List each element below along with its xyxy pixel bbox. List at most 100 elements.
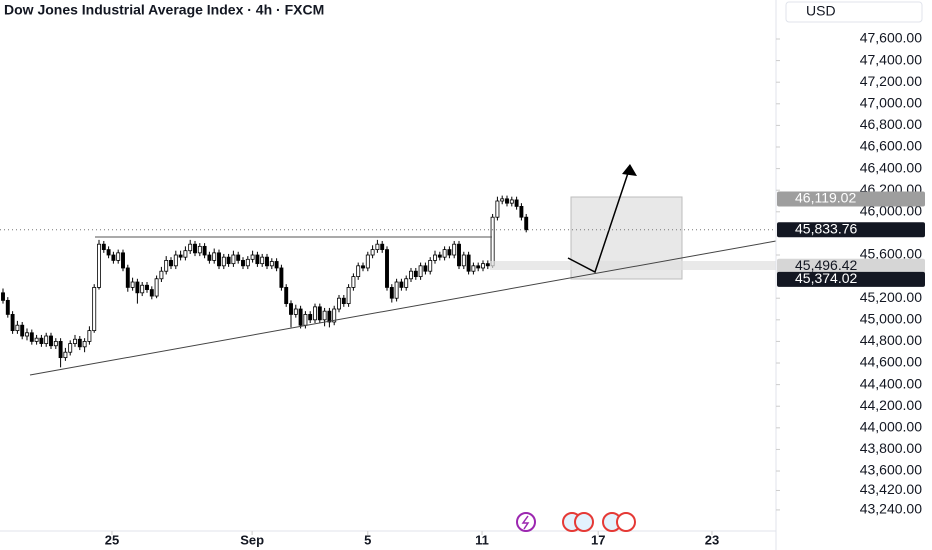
candle-body bbox=[332, 308, 337, 323]
candle-body bbox=[365, 254, 370, 269]
chart-title: Dow Jones Industrial Average Index · 4h … bbox=[4, 2, 324, 18]
candle-body bbox=[49, 335, 53, 347]
candle-body bbox=[433, 254, 437, 261]
candle-body bbox=[356, 265, 361, 278]
candle-body bbox=[77, 338, 82, 348]
candle-body bbox=[68, 343, 73, 353]
candle-body bbox=[308, 314, 313, 321]
candle-body bbox=[274, 261, 279, 269]
candle-body bbox=[178, 254, 183, 258]
candle-body bbox=[164, 260, 169, 272]
currency-box bbox=[785, 1, 923, 23]
candle-body bbox=[423, 265, 428, 272]
candle-body bbox=[255, 254, 260, 265]
event-icon[interactable] bbox=[516, 512, 536, 532]
y-tick-label: 44,800.00 bbox=[860, 332, 922, 348]
candle-body bbox=[284, 287, 289, 305]
candle-body bbox=[116, 252, 121, 261]
candle-body bbox=[303, 314, 308, 326]
candle-body bbox=[159, 270, 164, 280]
y-tick-label: 46,000.00 bbox=[860, 203, 922, 219]
candle-body bbox=[140, 284, 145, 294]
candle-body bbox=[327, 310, 332, 323]
candle-body bbox=[409, 270, 413, 280]
y-tick-label: 43,600.00 bbox=[860, 462, 922, 478]
candle-body bbox=[375, 243, 380, 251]
candle-body bbox=[173, 254, 178, 267]
candle-body bbox=[293, 308, 298, 315]
y-tick-label: 44,600.00 bbox=[860, 354, 922, 370]
y-tick-label: 45,200.00 bbox=[860, 289, 922, 305]
candle-body bbox=[197, 245, 202, 254]
candle-body bbox=[380, 243, 385, 251]
candle-body bbox=[73, 338, 77, 344]
candle-body bbox=[29, 332, 34, 342]
candle-body bbox=[351, 276, 356, 288]
event-icon[interactable] bbox=[574, 512, 594, 532]
y-tick-label: 46,800.00 bbox=[860, 116, 922, 132]
candle-body bbox=[399, 281, 404, 288]
candle-body bbox=[370, 249, 375, 256]
candle-body bbox=[241, 260, 245, 267]
candle-body bbox=[135, 281, 140, 294]
candle-body bbox=[505, 198, 509, 204]
x-tick-label: 5 bbox=[364, 532, 371, 547]
candle-body bbox=[125, 267, 130, 288]
candle-body bbox=[442, 249, 447, 258]
y-tick-label: 47,400.00 bbox=[860, 51, 922, 67]
candle-body bbox=[361, 265, 365, 269]
candle-body bbox=[92, 287, 97, 332]
x-tick-label: 23 bbox=[705, 532, 719, 547]
candle-body bbox=[130, 281, 135, 288]
candle-body bbox=[485, 263, 490, 267]
candle-body bbox=[428, 260, 433, 272]
y-tick-label: 43,240.00 bbox=[860, 501, 922, 517]
candle-body bbox=[5, 299, 10, 315]
candle-body bbox=[20, 324, 25, 337]
candle-body bbox=[322, 310, 327, 321]
candle-body bbox=[418, 265, 423, 278]
candle-body bbox=[519, 206, 524, 218]
price-label: 46,119.02 bbox=[795, 190, 856, 206]
candle-body bbox=[193, 243, 197, 254]
price-label-box bbox=[777, 258, 925, 274]
candle-body bbox=[58, 341, 63, 359]
price-label-box bbox=[777, 222, 925, 238]
y-tick-label: 47,000.00 bbox=[860, 94, 922, 110]
candle-body bbox=[289, 303, 293, 315]
candle-body bbox=[188, 243, 193, 252]
candle-body bbox=[346, 287, 351, 305]
candle-body bbox=[461, 254, 466, 267]
candle-body bbox=[25, 332, 29, 337]
candle-body bbox=[207, 254, 212, 261]
candle-body bbox=[452, 243, 457, 256]
y-tick-label: 47,600.00 bbox=[860, 30, 922, 46]
candle-body bbox=[279, 267, 284, 288]
candle-body bbox=[404, 278, 409, 288]
plot bbox=[1, 195, 529, 368]
candle-body bbox=[509, 199, 514, 204]
candle-body bbox=[481, 263, 485, 269]
event-icon[interactable] bbox=[616, 512, 636, 532]
x-tick-label: 11 bbox=[475, 532, 489, 547]
candle-body bbox=[226, 256, 231, 265]
x-tick-label: 17 bbox=[591, 532, 605, 547]
currency: USD bbox=[806, 3, 836, 19]
candle-body bbox=[183, 250, 188, 258]
candle-body bbox=[145, 284, 149, 290]
price-label: 45,833.76 bbox=[795, 220, 857, 236]
candle-body bbox=[101, 243, 106, 251]
candle-body bbox=[457, 243, 461, 267]
candle-body bbox=[337, 297, 341, 310]
candle-body bbox=[217, 252, 221, 267]
candle-body bbox=[466, 254, 471, 272]
candle-body bbox=[63, 351, 68, 359]
candle-body bbox=[111, 254, 116, 261]
projection-arrow bbox=[567, 166, 631, 274]
price-label: 45,496.42 bbox=[795, 257, 857, 273]
y-tick-label: 46,400.00 bbox=[860, 159, 922, 175]
candle-body bbox=[39, 337, 44, 344]
candle-body bbox=[385, 249, 389, 288]
candle-body bbox=[471, 265, 476, 272]
